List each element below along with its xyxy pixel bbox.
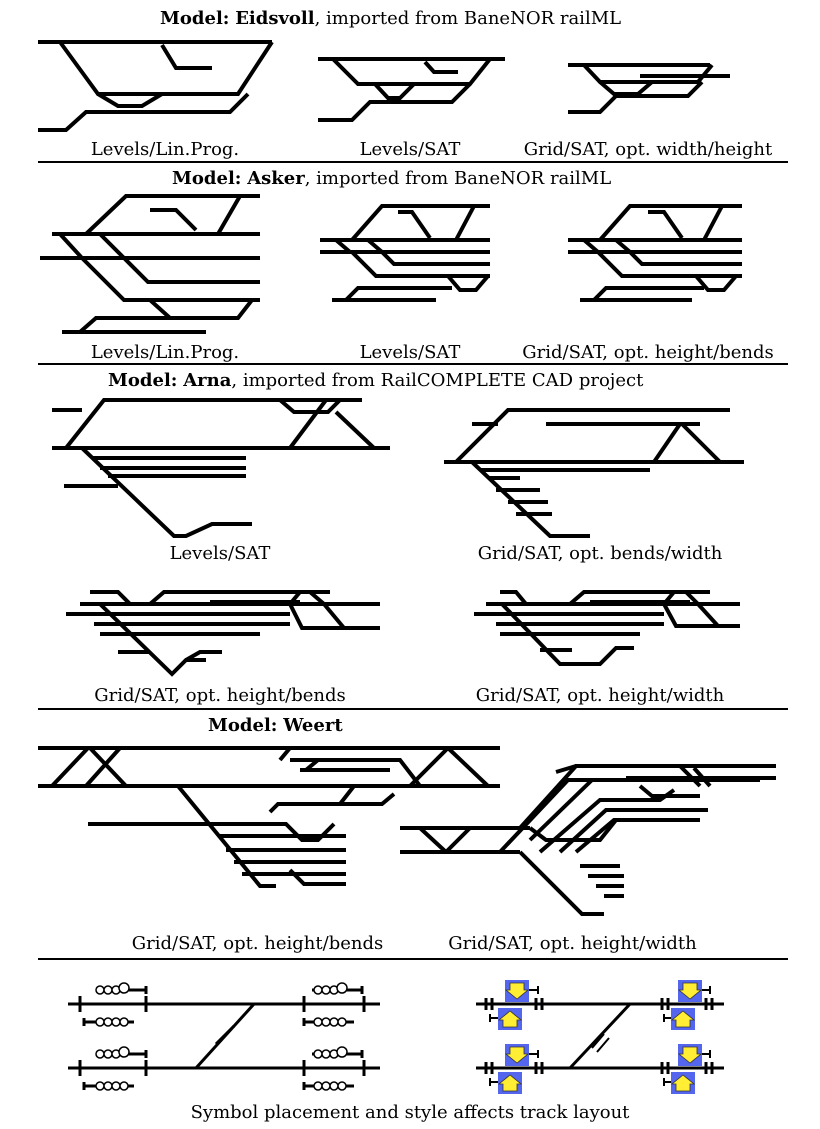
symbol-placement-styled-diagram — [476, 998, 724, 1074]
model-label: Model: — [160, 8, 230, 29]
weert-grid-sat-height-bends-diagram — [38, 746, 500, 888]
weert-title: Model: Weert — [208, 716, 343, 736]
model-name: Eidsvoll — [235, 8, 315, 29]
caption: Levels/SAT — [359, 139, 461, 160]
asker-grid-sat-diagram — [568, 204, 742, 302]
model-name: Asker — [247, 168, 305, 189]
divider — [38, 161, 788, 163]
divider — [38, 708, 788, 710]
asker-levels-sat-diagram — [320, 204, 490, 302]
weert-grid-sat-height-width-diagram — [400, 764, 776, 916]
divider — [38, 958, 788, 960]
arna-title: Model: Arna, imported from RailCOMPLETE … — [108, 371, 643, 391]
caption: Grid/SAT, opt. height/bends — [131, 933, 384, 954]
eidsvoll-title: Model: Eidsvoll, imported from BaneNOR r… — [160, 9, 621, 29]
arna-grid-sat-height-width-diagram — [474, 590, 740, 666]
caption: Grid/SAT, opt. height/width — [448, 933, 697, 954]
model-suffix: , imported from BaneNOR railML — [304, 168, 612, 189]
signal-lamp-icons — [95, 982, 348, 1091]
model-suffix: , imported from RailCOMPLETE CAD project — [231, 370, 644, 391]
symbol-placement-plain-diagram — [68, 986, 380, 1090]
divider — [38, 363, 788, 365]
caption: Grid/SAT, opt. width/height — [523, 139, 773, 160]
caption: Grid/SAT, opt. height/bends — [94, 685, 346, 706]
arna-levels-sat-diagram — [52, 398, 390, 538]
eidsvoll-grid-sat-diagram — [568, 63, 730, 114]
asker-levels-linprog-diagram — [40, 194, 260, 334]
caption: Grid/SAT, opt. height/bends — [522, 342, 774, 363]
model-label: Model: — [172, 168, 242, 189]
caption: Grid/SAT, opt. height/width — [475, 685, 725, 706]
caption: Levels/Lin.Prog. — [90, 342, 240, 363]
arna-grid-sat-bends-width-diagram — [444, 408, 744, 538]
arna-grid-sat-height-bends-diagram — [66, 590, 380, 677]
model-label: Model: — [108, 370, 178, 391]
caption: Grid/SAT, opt. bends/width — [477, 543, 723, 564]
symbols-caption: Symbol placement and style affects track… — [190, 1102, 630, 1123]
eidsvoll-levels-linprog-diagram — [38, 40, 274, 132]
caption: Levels/Lin.Prog. — [90, 139, 240, 160]
signal-box-icons — [497, 980, 703, 1094]
asker-title: Model: Asker, imported from BaneNOR rail… — [172, 169, 611, 189]
caption: Levels/SAT — [359, 342, 461, 363]
model-suffix: , imported from BaneNOR railML — [314, 8, 622, 29]
model-name: Weert — [283, 715, 343, 736]
caption: Levels/SAT — [169, 543, 271, 564]
signal-leads — [489, 986, 711, 1086]
model-label: Model: — [208, 715, 278, 736]
model-name: Arna — [183, 370, 232, 391]
eidsvoll-levels-sat-diagram — [318, 57, 505, 122]
